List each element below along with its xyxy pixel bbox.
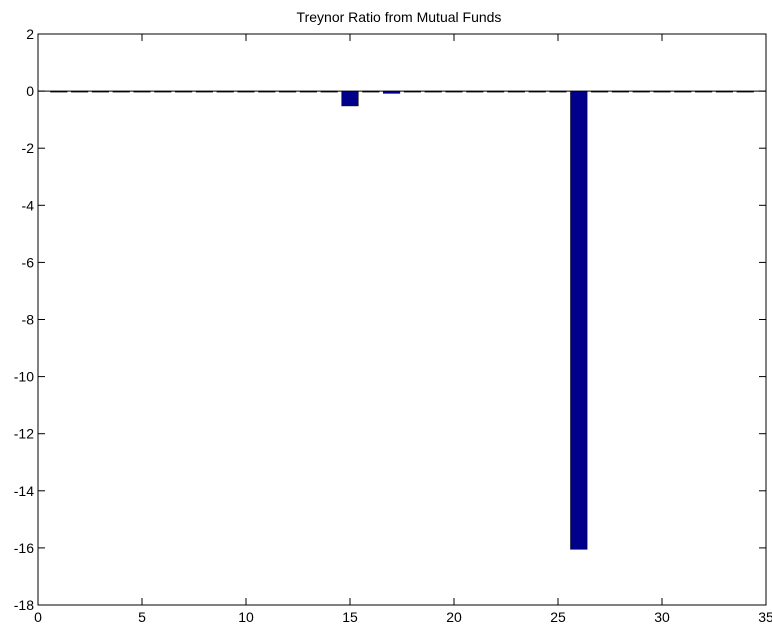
x-tick-label: 25 xyxy=(550,609,566,625)
chart-title: Treynor Ratio from Mutual Funds xyxy=(297,9,502,25)
x-tick-label: 20 xyxy=(446,609,462,625)
plot-area xyxy=(38,34,766,605)
y-tick-label: -4 xyxy=(22,197,35,213)
x-tick-label: 35 xyxy=(758,609,772,625)
y-tick-label: 0 xyxy=(26,83,34,99)
x-tick-label: 30 xyxy=(654,609,670,625)
y-tick-label: -6 xyxy=(22,254,35,270)
y-tick-label: -8 xyxy=(22,312,35,328)
y-tick-label: -16 xyxy=(14,540,34,556)
y-tick-label: -10 xyxy=(14,369,34,385)
y-tick-label: -14 xyxy=(14,483,34,499)
bar xyxy=(570,91,587,549)
bar xyxy=(342,91,359,106)
x-tick-label: 0 xyxy=(34,609,42,625)
y-tick-label: -18 xyxy=(14,597,34,613)
y-tick-label: -12 xyxy=(14,426,34,442)
x-tick-label: 5 xyxy=(138,609,146,625)
x-tick-label: 15 xyxy=(342,609,358,625)
x-tick-label: 10 xyxy=(238,609,254,625)
y-tick-label: -2 xyxy=(22,140,35,156)
y-tick-label: 2 xyxy=(26,26,34,42)
